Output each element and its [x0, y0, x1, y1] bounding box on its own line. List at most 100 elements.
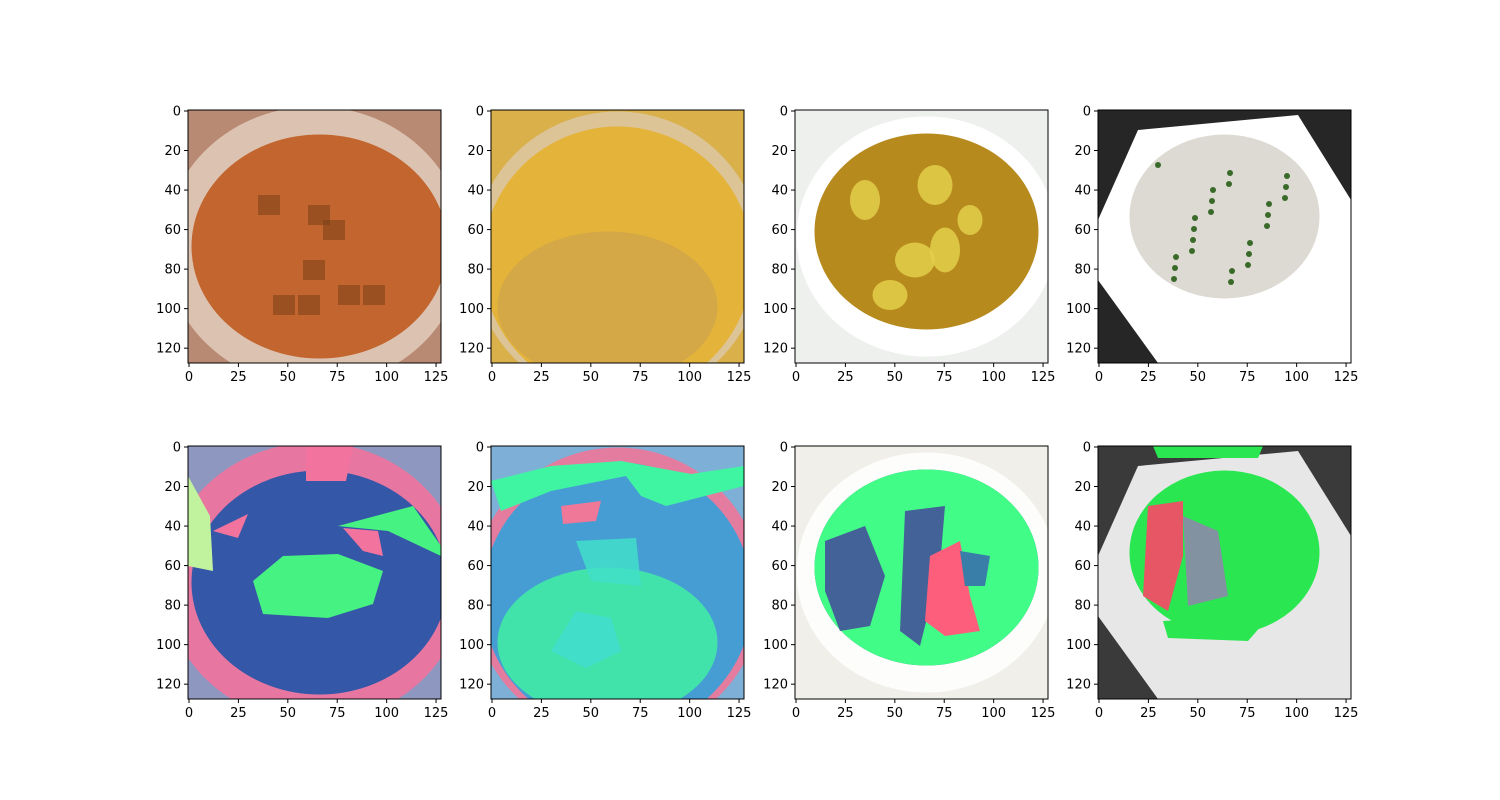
- top-3-ytick-label: 120: [763, 342, 788, 357]
- bottom-3-xtick-label: 0: [792, 706, 800, 721]
- bottom-2-xtick-label: 0: [488, 706, 496, 721]
- top-4-xtick-label: 25: [1140, 370, 1157, 385]
- bottom-2-xtick-label: 125: [727, 706, 752, 721]
- bottom-3-ytick-label: 60: [771, 559, 788, 574]
- bottom-2-image: [491, 446, 744, 699]
- top-3-ytick-label: 60: [771, 223, 788, 238]
- top-1-ytick-label: 120: [156, 342, 181, 357]
- bottom-4-frame: [1097, 445, 1352, 700]
- bottom-3-xtick-label: 100: [981, 706, 1006, 721]
- top-3-xtick-label: 100: [981, 370, 1006, 385]
- top-1-xtick-label: 100: [374, 370, 399, 385]
- top-3-xtick-label: 75: [936, 370, 953, 385]
- top-3-frame: [794, 109, 1049, 364]
- top-4-ytick-label: 80: [1074, 263, 1091, 278]
- panel-top-1: 0 25 50 75 100 125 0 20 40 60 80 100 120: [156, 104, 449, 385]
- top-1-image: [188, 110, 441, 363]
- bottom-2-ytick-label: 100: [459, 638, 484, 653]
- bottom-2-xtick-label: 50: [583, 706, 600, 721]
- top-2-frame: [490, 109, 745, 364]
- top-4-ytick-label: 40: [1074, 184, 1091, 199]
- panels-layer: 0 25 50 75 100 125 0 20 40 60 80 100 120 0 25 50 75 100 12…: [156, 104, 1359, 721]
- bottom-4-xtick-label: 25: [1140, 706, 1157, 721]
- panel-top-2: 0 25 50 75 100 125 0 20 40 60 80 100 120: [459, 104, 752, 385]
- bottom-4-image: [1098, 446, 1351, 699]
- bottom-3-image: [795, 446, 1048, 699]
- bottom-2-ytick-label: 60: [467, 559, 484, 574]
- top-4-ytick-label: 20: [1074, 144, 1091, 159]
- bottom-4-ytick-label: 120: [1066, 678, 1091, 693]
- top-3-xtick-label: 125: [1031, 370, 1056, 385]
- panel-bottom-2: 0 25 50 75 100 125 0 20 40 60 80 100 120: [459, 440, 752, 721]
- top-1-ytick-label: 100: [156, 302, 181, 317]
- bottom-1-frame: [187, 445, 442, 700]
- top-4-ytick-label: 120: [1066, 342, 1091, 357]
- bottom-3-ytick-label: 40: [771, 520, 788, 535]
- bottom-4-xtick-label: 100: [1284, 706, 1309, 721]
- bottom-1-xtick-label: 75: [329, 706, 346, 721]
- bottom-4-xtick-label: 50: [1190, 706, 1207, 721]
- top-2-xtick-label: 25: [533, 370, 550, 385]
- top-2-xtick-label: 75: [632, 370, 649, 385]
- top-1-ytick-label: 60: [164, 223, 181, 238]
- top-2-ytick-label: 80: [467, 263, 484, 278]
- bottom-1-ytick-label: 0: [173, 440, 181, 455]
- bottom-2-ytick-label: 80: [467, 599, 484, 614]
- panel-bottom-3: 0 25 50 75 100 125 0 20 40 60 80 100 120: [763, 440, 1056, 721]
- panel-top-3: 0 25 50 75 100 125 0 20 40 60 80 100 120: [763, 104, 1056, 385]
- top-2-xtick-label: 125: [727, 370, 752, 385]
- bottom-3-frame: [794, 445, 1049, 700]
- bottom-2-ytick-label: 40: [467, 520, 484, 535]
- top-3-ytick-label: 100: [763, 302, 788, 317]
- top-4-xtick-label: 75: [1239, 370, 1256, 385]
- top-4-xtick-label: 50: [1190, 370, 1207, 385]
- top-3-ytick-label: 40: [771, 184, 788, 199]
- bottom-1-xtick-label: 25: [230, 706, 247, 721]
- top-1-xtick-label: 25: [230, 370, 247, 385]
- panel-bottom-4: 0 25 50 75 100 125 0 20 40 60 80 100 120: [1066, 440, 1358, 721]
- top-4-ytick-label: 0: [1083, 104, 1091, 119]
- bottom-1-xtick-label: 0: [185, 706, 193, 721]
- top-4-image: [1098, 110, 1351, 363]
- top-4-xtick-label: 0: [1095, 370, 1103, 385]
- top-2-ytick-label: 120: [459, 342, 484, 357]
- bottom-4-ytick-label: 100: [1066, 638, 1091, 653]
- top-2-xtick-label: 100: [677, 370, 702, 385]
- bottom-3-xtick-label: 50: [887, 706, 904, 721]
- top-2-xtick-label: 50: [583, 370, 600, 385]
- top-2-ytick-label: 40: [467, 184, 484, 199]
- bottom-1-xtick-label: 100: [374, 706, 399, 721]
- top-3-xtick-label: 25: [837, 370, 854, 385]
- top-2-ytick-label: 100: [459, 302, 484, 317]
- bottom-4-ytick-label: 0: [1083, 440, 1091, 455]
- top-3-xtick-label: 50: [887, 370, 904, 385]
- top-4-xtick-label: 125: [1334, 370, 1359, 385]
- bottom-2-ytick-label: 20: [467, 480, 484, 495]
- bottom-1-ytick-label: 40: [164, 520, 181, 535]
- bottom-1-ytick-label: 120: [156, 678, 181, 693]
- bottom-3-xtick-label: 25: [837, 706, 854, 721]
- bottom-4-ytick-label: 60: [1074, 559, 1091, 574]
- bottom-1-xtick-label: 50: [280, 706, 297, 721]
- bottom-1-ytick-label: 60: [164, 559, 181, 574]
- bottom-3-xtick-label: 125: [1031, 706, 1056, 721]
- bottom-2-frame: [490, 445, 745, 700]
- top-4-ytick-label: 100: [1066, 302, 1091, 317]
- bottom-4-xtick-label: 75: [1239, 706, 1256, 721]
- bottom-2-xtick-label: 100: [677, 706, 702, 721]
- bottom-2-ytick-label: 0: [476, 440, 484, 455]
- bottom-1-ytick-label: 20: [164, 480, 181, 495]
- bottom-3-ytick-label: 120: [763, 678, 788, 693]
- bottom-3-ytick-label: 100: [763, 638, 788, 653]
- top-4-xtick-label: 100: [1284, 370, 1309, 385]
- top-3-ytick-label: 80: [771, 263, 788, 278]
- top-4-frame: [1097, 109, 1352, 364]
- bottom-4-ytick-label: 20: [1074, 480, 1091, 495]
- top-1-ytick-label: 80: [164, 263, 181, 278]
- top-1-frame: [187, 109, 442, 364]
- top-1-xtick-label: 0: [185, 370, 193, 385]
- top-1-xtick-label: 75: [329, 370, 346, 385]
- bottom-2-xtick-label: 25: [533, 706, 550, 721]
- top-1-xtick-label: 125: [424, 370, 449, 385]
